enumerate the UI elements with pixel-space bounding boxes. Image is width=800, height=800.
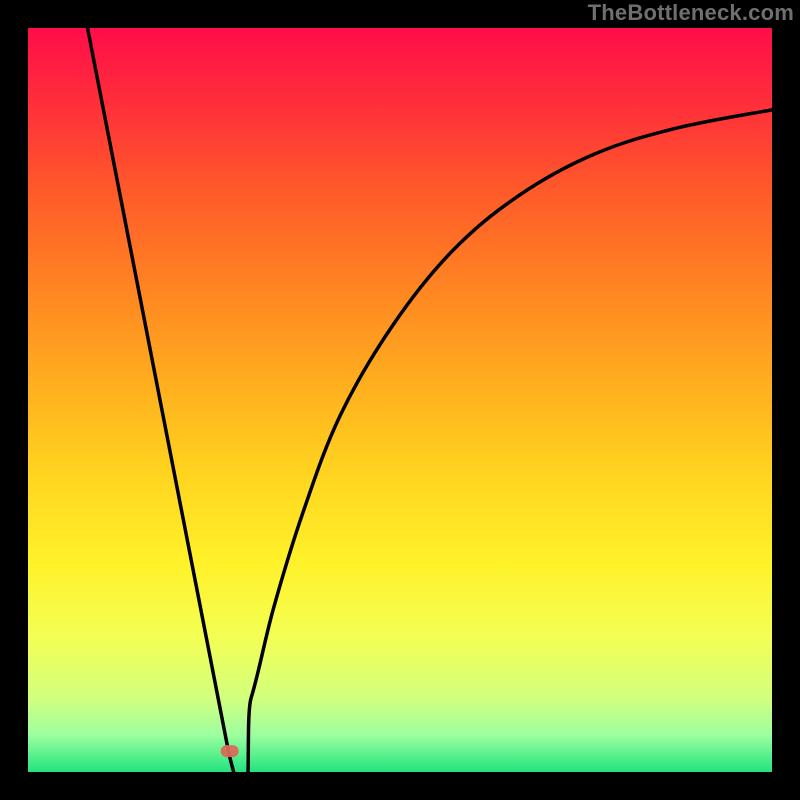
watermark-text: TheBottleneck.com bbox=[588, 0, 794, 26]
vertex-marker bbox=[221, 745, 239, 757]
bottleneck-chart bbox=[28, 28, 772, 772]
plot-background bbox=[28, 28, 772, 772]
stage: TheBottleneck.com bbox=[0, 0, 800, 800]
